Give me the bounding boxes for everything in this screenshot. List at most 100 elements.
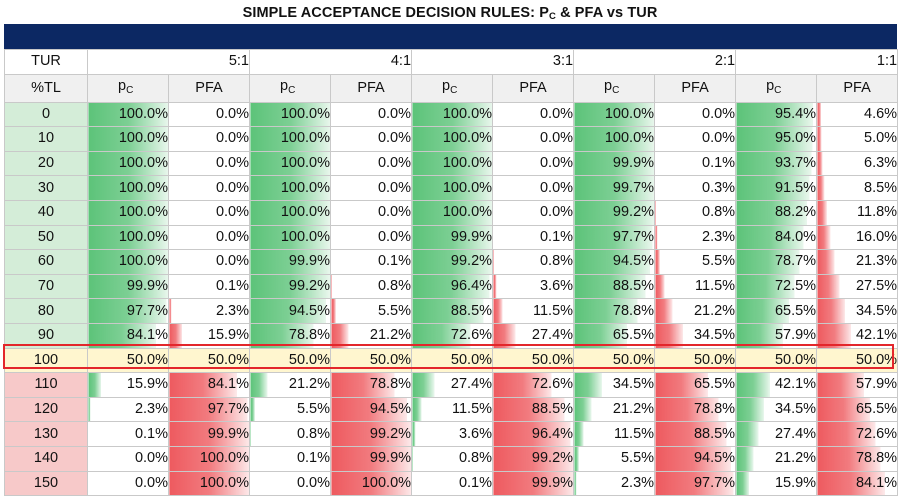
- pfa-cell: 72.6%: [816, 421, 899, 447]
- tl-cell: 50: [4, 224, 88, 251]
- pc-cell: 99.9%: [573, 150, 656, 177]
- pfa-cell: 21.3%: [816, 249, 899, 275]
- pfa-cell: 50.0%: [492, 347, 575, 374]
- pc-cell: 15.9%: [735, 470, 818, 496]
- title-main: SIMPLE ACCEPTANCE DECISION RULES: P: [242, 5, 549, 21]
- pfa-cell: 0.0%: [330, 150, 413, 177]
- table-row: 10 100.0% 0.0% 100.0% 0.0% 100.0% 0.0% 100.0% 0.…: [4, 126, 899, 152]
- pc-cell: 0.0%: [249, 470, 332, 496]
- pfa-cell: 0.0%: [167, 175, 251, 201]
- pfa-cell: 100.0%: [167, 470, 251, 496]
- pc-cell: 27.4%: [411, 372, 494, 398]
- pc-cell: 94.5%: [573, 249, 656, 275]
- pfa-cell: 72.6%: [492, 372, 575, 398]
- pfa-cell: 4.6%: [816, 101, 899, 128]
- pc-header-main: p: [604, 77, 613, 94]
- table-row: 120 2.3% 97.7% 5.5% 94.5% 11.5% 88.5% 21.2% 78.8…: [4, 396, 899, 423]
- pc-cell: 57.9%: [735, 322, 818, 349]
- header-band: [4, 24, 897, 49]
- table-row: 20 100.0% 0.0% 100.0% 0.0% 100.0% 0.0% 99.9% 0.1…: [4, 150, 899, 177]
- tl-cell: 80: [4, 298, 88, 324]
- pc-cell: 2.3%: [573, 470, 656, 496]
- pfa-cell: 11.5%: [654, 273, 737, 300]
- pfa-cell: 42.1%: [816, 322, 899, 349]
- pc-cell: 21.2%: [735, 445, 818, 472]
- table-row: 80 97.7% 2.3% 94.5% 5.5% 88.5% 11.5% 78.8% 21.2%…: [4, 298, 899, 324]
- pc-cell: 42.1%: [735, 372, 818, 398]
- pc-cell: 88.2%: [735, 199, 818, 226]
- tur-group-3-1: 3:1: [411, 49, 575, 75]
- decision-rules-table: TUR 5:1 4:1 3:1 2:1 1:1 %TL pC PFA pC PFA pC…: [4, 49, 899, 496]
- pc-cell: 34.5%: [735, 396, 818, 423]
- tl-cell: 150: [4, 470, 88, 496]
- pfa-cell: 0.0%: [654, 126, 737, 152]
- page-title: SIMPLE ACCEPTANCE DECISION RULES: PC & P…: [0, 0, 900, 24]
- pc-header-main: p: [442, 77, 451, 94]
- pfa-cell: 99.9%: [167, 421, 251, 447]
- pfa-cell: 27.5%: [816, 273, 899, 300]
- pc-cell: 99.9%: [87, 273, 169, 300]
- pfa-cell: 94.5%: [654, 445, 737, 472]
- pfa-cell: 0.8%: [654, 199, 737, 226]
- pfa-cell: 0.0%: [167, 199, 251, 226]
- pfa-cell: 50.0%: [330, 347, 413, 374]
- pc-cell: 95.0%: [735, 126, 818, 152]
- pfa-cell: 0.1%: [167, 273, 251, 300]
- pc-header-subscript: C: [126, 84, 134, 96]
- tl-cell: 20: [4, 150, 88, 177]
- pc-cell: 2.3%: [87, 396, 169, 423]
- pfa-cell: 0.0%: [330, 101, 413, 128]
- pfa-cell: 0.0%: [492, 175, 575, 201]
- title-rest: & PFA vs TUR: [555, 5, 658, 21]
- pfa-cell: 78.8%: [816, 445, 899, 472]
- pfa-column-header: PFA: [492, 73, 575, 103]
- pc-cell: 93.7%: [735, 150, 818, 177]
- pc-cell: 88.5%: [411, 298, 494, 324]
- pc-cell: 95.4%: [735, 101, 818, 128]
- pfa-cell: 0.0%: [167, 150, 251, 177]
- tur-group-2-1: 2:1: [573, 49, 737, 75]
- pc-column-header: pC: [735, 73, 818, 103]
- pfa-cell: 65.5%: [816, 396, 899, 423]
- pc-cell: 97.7%: [573, 224, 656, 251]
- pfa-cell: 50.0%: [167, 347, 251, 374]
- pc-cell: 21.2%: [573, 396, 656, 423]
- pc-cell: 78.8%: [573, 298, 656, 324]
- pc-cell: 0.8%: [249, 421, 332, 447]
- pfa-cell: 8.5%: [816, 175, 899, 201]
- pc-cell: 97.7%: [87, 298, 169, 324]
- pfa-column-header: PFA: [330, 73, 413, 103]
- pc-cell: 72.5%: [735, 273, 818, 300]
- pfa-cell: 84.1%: [816, 470, 899, 496]
- pc-header-main: p: [280, 77, 289, 94]
- pfa-cell: 0.0%: [492, 126, 575, 152]
- pfa-cell: 57.9%: [816, 372, 899, 398]
- pc-cell: 84.1%: [87, 322, 169, 349]
- pfa-cell: 2.3%: [167, 298, 251, 324]
- pfa-cell: 0.0%: [330, 175, 413, 201]
- pc-cell: 91.5%: [735, 175, 818, 201]
- pc-cell: 50.0%: [249, 347, 332, 374]
- pc-cell: 0.1%: [87, 421, 169, 447]
- pc-cell: 50.0%: [87, 347, 169, 374]
- pfa-cell: 0.0%: [167, 126, 251, 152]
- pfa-cell: 0.8%: [492, 249, 575, 275]
- table-row: 30 100.0% 0.0% 100.0% 0.0% 100.0% 0.0% 99.7% 0.3…: [4, 175, 899, 201]
- pc-cell: 65.5%: [573, 322, 656, 349]
- pc-cell: 3.6%: [411, 421, 494, 447]
- pc-cell: 99.2%: [249, 273, 332, 300]
- tl-cell: 60: [4, 249, 88, 275]
- pc-header-main: p: [766, 77, 775, 94]
- pc-header-subscript: C: [774, 84, 782, 96]
- pc-cell: 100.0%: [249, 126, 332, 152]
- pfa-cell: 100.0%: [167, 445, 251, 472]
- pfa-cell: 88.5%: [654, 421, 737, 447]
- pc-cell: 100.0%: [573, 101, 656, 128]
- pc-cell: 99.2%: [411, 249, 494, 275]
- pfa-cell: 0.0%: [654, 101, 737, 128]
- pc-cell: 50.0%: [735, 347, 818, 374]
- pc-cell: 100.0%: [249, 175, 332, 201]
- pc-cell: 0.1%: [249, 445, 332, 472]
- tur-group-4-1: 4:1: [249, 49, 413, 75]
- pc-cell: 100.0%: [249, 150, 332, 177]
